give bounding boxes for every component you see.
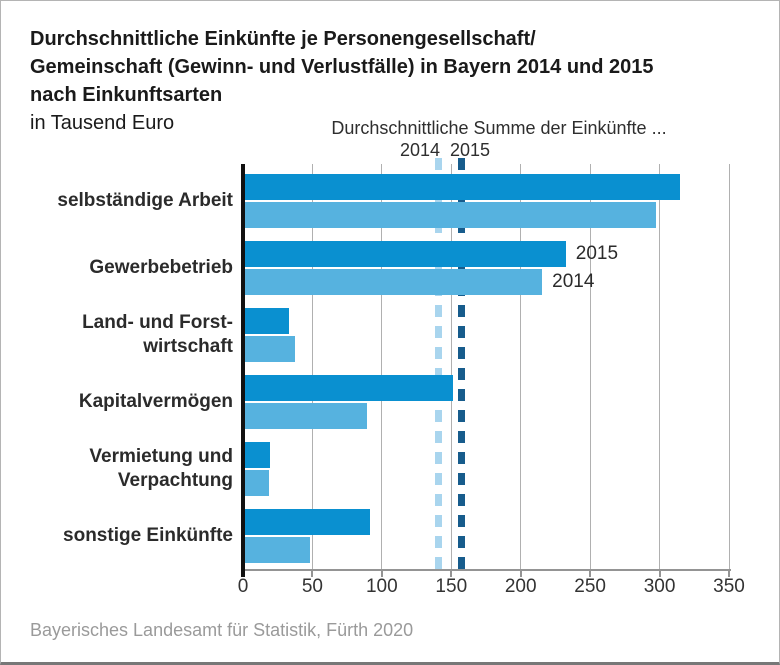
bar-2014-category-0 [245, 202, 657, 228]
reference-line-year-2014-label: 2014 [399, 140, 441, 160]
bar-2014-category-5 [245, 537, 311, 563]
category-label-line: Kapitalvermögen [78, 391, 233, 412]
bar-2015-category-4 [245, 442, 270, 468]
reference-line-2014 [435, 158, 443, 569]
x-tickmark-250 [589, 569, 592, 577]
x-tickmark-300 [658, 569, 661, 577]
gridline-x-200 [520, 164, 522, 575]
x-tickmark-100 [380, 569, 383, 577]
gridline-x-150 [450, 164, 452, 575]
bar-2014-category-1 [245, 269, 543, 295]
category-label-5: sonstige Einkünfte [63, 524, 233, 548]
bar-2015-category-5 [245, 509, 370, 535]
x-tick-label-150: 150 [435, 576, 468, 597]
x-tickmark-150 [450, 569, 453, 577]
category-label-2: Land- und Forst-wirtschaft [82, 311, 233, 359]
x-tickmark-350 [728, 569, 730, 577]
category-label-line: wirtschaft [143, 336, 233, 357]
reference-lines-caption: Durchschnittliche Summe der Einkünfte ..… [331, 118, 667, 138]
reference-line-year-2015-label: 2015 [449, 140, 491, 160]
gridline-x-100 [381, 164, 383, 575]
chart-title-line-1: Durchschnittliche Einkünfte je Personeng… [30, 28, 536, 50]
bar-2014-category-4 [245, 470, 269, 496]
category-label-line: Land- und Forst- [82, 312, 233, 333]
plot-area: 0 50 100 150 200 250 300 350 2015 2014 [238, 158, 745, 597]
gridline-x-350 [728, 164, 730, 575]
title-block: Durchschnittliche Einkünfte je Personeng… [30, 25, 654, 137]
x-axis-line [241, 569, 731, 571]
category-label-line: Vermietung und [89, 446, 233, 467]
x-tick-label-350: 350 [713, 576, 745, 597]
bar-2015-category-3 [245, 375, 454, 401]
x-tick-label-300: 300 [643, 576, 676, 597]
chart-unit-subtitle: in Tausend Euro [30, 112, 175, 134]
category-label-line: selbständige Arbeit [57, 190, 233, 211]
x-tick-label-200: 200 [504, 576, 537, 597]
category-label-line: Gewerbebetrieb [89, 257, 233, 278]
category-label-3: Kapitalvermögen [79, 390, 233, 414]
x-tick-label-50: 50 [301, 576, 323, 597]
x-tickmark-200 [519, 569, 522, 577]
source-credit: Bayerisches Landesamt für Statistik, Für… [30, 620, 414, 640]
x-tick-label-100: 100 [365, 576, 398, 597]
bar-2015-category-1 [245, 241, 566, 267]
reference-line-2015 [457, 158, 465, 569]
x-tickmark-50 [311, 569, 314, 577]
chart-title-line-3: nach Einkunftsarten [30, 84, 223, 106]
gridline-x-250 [589, 164, 591, 575]
series-label-2015: 2015 [575, 243, 619, 264]
x-tick-label-250: 250 [574, 576, 606, 597]
category-label-line: sonstige Einkünfte [63, 525, 233, 546]
bar-2014-category-3 [245, 403, 368, 429]
category-label-0: selbständige Arbeit [57, 189, 233, 213]
series-label-2014: 2014 [552, 271, 595, 292]
bar-2014-category-2 [245, 336, 295, 362]
category-label-1: Gewerbebetrieb [89, 256, 233, 280]
chart-title-line-2: Gemeinschaft (Gewinn- und Verlustfälle) … [30, 56, 654, 78]
bar-2015-category-0 [245, 174, 680, 200]
y-axis-line [241, 164, 245, 577]
gridline-x-50 [311, 164, 313, 575]
bar-2015-category-2 [245, 308, 290, 334]
category-label-4: Vermietung und Verpachtung [89, 445, 233, 493]
gridline-x-300 [659, 164, 661, 575]
category-label-line: Verpachtung [117, 470, 233, 491]
x-tick-label-0: 0 [237, 576, 249, 597]
